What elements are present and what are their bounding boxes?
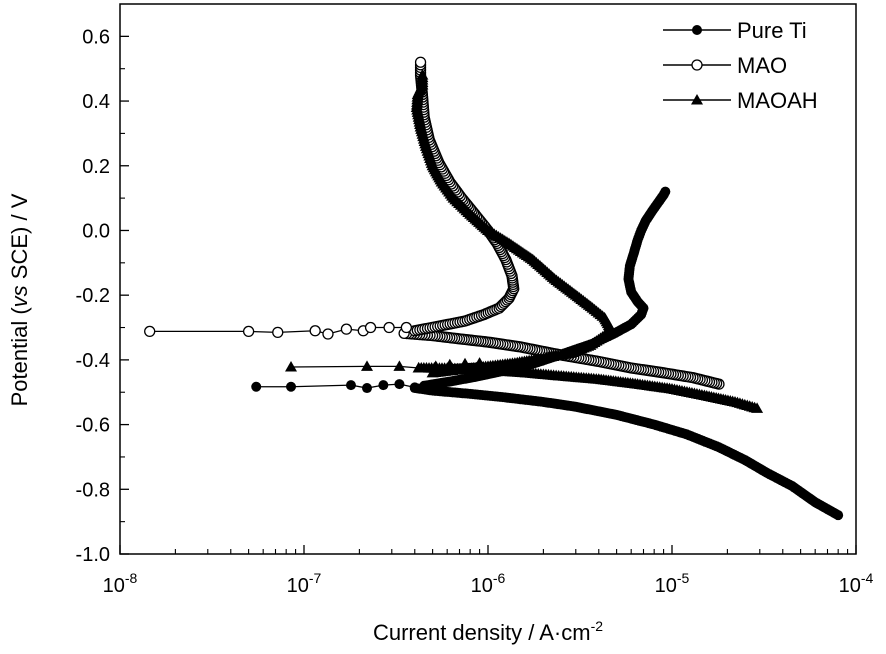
data-point-filled-triangle: [459, 357, 472, 369]
y-tick-label: -0.8: [76, 479, 110, 501]
x-tick-label: 10-4: [839, 570, 874, 597]
x-tick-label-base: 10: [655, 575, 677, 597]
y-tick-label: -1.0: [76, 544, 110, 566]
data-point-filled-triangle: [416, 69, 429, 80]
x-tick-label-base: 10: [471, 575, 493, 597]
x-tick-label-exponent: -4: [861, 570, 874, 586]
series-layer: [144, 56, 844, 521]
x-tick-label-exponent: -7: [309, 570, 322, 586]
data-point-filled-triangle: [473, 357, 486, 368]
y-axis-label-part-2: vs: [7, 285, 32, 307]
data-point-open-circle: [414, 56, 427, 68]
data-point-open-circle: [144, 325, 156, 338]
x-axis-label: Current density / A·cm-2: [373, 618, 603, 645]
data-point-filled-triangle: [443, 358, 456, 370]
y-tick-label: 0.4: [82, 91, 110, 113]
data-point-filled-circle: [378, 380, 389, 391]
series-line: [414, 387, 839, 516]
data-point-filled-triangle: [285, 361, 298, 372]
x-tick-label-base: 10: [287, 575, 309, 597]
x-tick-label-base: 10: [839, 575, 861, 597]
data-point-filled-circle: [660, 186, 671, 197]
legend-label: MAO: [737, 53, 787, 78]
data-point-open-circle: [400, 321, 413, 334]
data-point-filled-triangle: [412, 361, 425, 373]
series-line: [149, 326, 407, 335]
series-line: [256, 383, 415, 389]
legend-label: MAOAH: [737, 88, 818, 113]
x-tick-label: 10-5: [655, 570, 690, 597]
y-axis-label: Potential (vs SCE) / V: [7, 193, 32, 406]
x-tick-label-exponent: -5: [677, 570, 690, 586]
y-tick-label: 0.0: [82, 220, 110, 242]
data-point-filled-triangle: [691, 94, 703, 105]
data-point-filled-circle: [692, 25, 702, 35]
x-axis-label-sup: -2: [591, 618, 604, 634]
y-tick-label: 0.6: [82, 26, 110, 48]
x-tick-label-base: 10: [103, 575, 125, 597]
data-point-open-circle: [691, 59, 703, 71]
x-tick-label: 10-6: [471, 570, 506, 597]
data-point-open-circle: [309, 325, 321, 337]
data-point-filled-circle: [286, 381, 297, 392]
plot-frame: [119, 3, 857, 555]
x-axis-label-text: Current density / A·cm: [373, 620, 591, 645]
data-point-filled-triangle: [393, 360, 406, 371]
y-axis-label-part-1: Potential (: [7, 307, 32, 407]
data-point-open-circle: [242, 325, 255, 338]
series-mao: [144, 56, 725, 390]
data-point-filled-circle: [362, 383, 373, 394]
legend: Pure Ti MAO MAOAH: [663, 18, 818, 113]
y-axis-label-part-3: SCE) / V: [7, 193, 32, 285]
data-point-filled-circle: [251, 381, 262, 392]
data-point-open-circle: [272, 326, 284, 339]
x-tick-label-exponent: -8: [125, 570, 138, 586]
x-tick-label: 10-8: [103, 570, 138, 597]
series-maoah: [285, 69, 764, 413]
data-point-open-circle: [322, 328, 334, 340]
y-tick-label: 0.2: [82, 156, 110, 178]
y-tick-label: -0.6: [76, 415, 110, 437]
data-point-open-circle: [383, 321, 395, 334]
data-point-filled-triangle: [429, 360, 442, 371]
data-point-filled-triangle: [361, 360, 374, 371]
x-tick-label-exponent: -6: [493, 570, 506, 586]
x-tick-label: 10-7: [287, 570, 322, 597]
data-point-filled-circle: [394, 379, 405, 390]
legend-label: Pure Ti: [737, 18, 807, 43]
data-point-open-circle: [364, 321, 377, 334]
data-point-filled-circle: [409, 382, 420, 393]
data-point-open-circle: [340, 323, 353, 335]
y-tick-label: -0.4: [76, 350, 110, 372]
y-tick-label: -0.2: [76, 285, 110, 307]
axes-layer: -1.0-0.8-0.6-0.4-0.20.00.20.40.610-8 10-7…: [76, 26, 874, 597]
data-point-filled-circle: [345, 380, 356, 391]
